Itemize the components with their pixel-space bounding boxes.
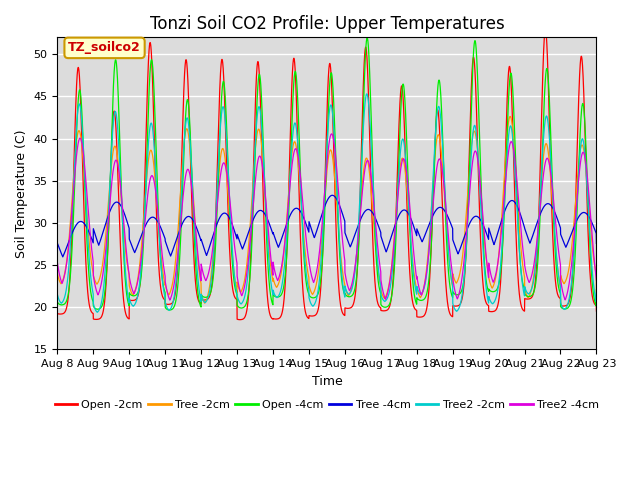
Line: Tree -4cm: Tree -4cm (58, 195, 596, 257)
Tree2 -2cm (389, 260, 397, 266)
Line: Open -2cm: Open -2cm (58, 29, 596, 320)
Open -4cm (204, 294, 212, 300)
Tree2 -2cm (204, 295, 212, 300)
Tree2 -2cm (93, 310, 101, 315)
Tree -2cm (201, 300, 209, 306)
Tree -4cm (541, 202, 549, 208)
Tree -4cm (54, 240, 61, 246)
Tree2 -4cm (169, 287, 177, 293)
X-axis label: Time: Time (312, 374, 342, 387)
Tree -2cm (380, 294, 387, 300)
Tree2 -4cm (204, 272, 212, 277)
Open -2cm (236, 317, 244, 323)
Text: TZ_soilco2: TZ_soilco2 (68, 41, 141, 54)
Tree -2cm (593, 288, 600, 294)
Tree2 -4cm (593, 275, 600, 281)
Tree -4cm (204, 248, 212, 254)
Tree2 -2cm (593, 299, 600, 304)
Tree2 -4cm (541, 159, 549, 165)
Open -4cm (541, 75, 549, 81)
Tree2 -2cm (593, 290, 600, 296)
Tree2 -4cm (389, 252, 397, 257)
Open -4cm (364, 35, 371, 41)
Tree2 -4cm (380, 291, 387, 297)
Tree -2cm (204, 291, 212, 297)
Title: Tonzi Soil CO2 Profile: Upper Temperatures: Tonzi Soil CO2 Profile: Upper Temperatur… (150, 15, 504, 33)
Line: Open -4cm: Open -4cm (58, 38, 596, 310)
Open -2cm (593, 302, 600, 308)
Legend: Open -2cm, Tree -2cm, Open -4cm, Tree -4cm, Tree2 -2cm, Tree2 -4cm: Open -2cm, Tree -2cm, Open -4cm, Tree -4… (51, 396, 604, 414)
Tree -2cm (593, 271, 600, 277)
Tree -2cm (506, 114, 514, 120)
Open -2cm (593, 308, 600, 314)
Line: Tree -2cm: Tree -2cm (58, 117, 596, 303)
Tree -2cm (169, 279, 177, 285)
Line: Tree2 -2cm: Tree2 -2cm (58, 94, 596, 312)
Tree2 -4cm (166, 297, 173, 303)
Tree -4cm (328, 192, 336, 198)
Open -4cm (389, 283, 397, 288)
Tree2 -4cm (54, 260, 61, 265)
Open -2cm (389, 279, 397, 285)
Tree -4cm (593, 240, 600, 246)
Open -2cm (169, 299, 177, 305)
Tree -2cm (54, 271, 61, 277)
Open -2cm (541, 26, 549, 32)
Tree2 -2cm (363, 91, 371, 97)
Tree2 -4cm (328, 131, 335, 137)
Open -2cm (541, 26, 549, 32)
Open -2cm (380, 308, 387, 314)
Tree -2cm (389, 250, 397, 255)
Tree -2cm (541, 142, 549, 147)
Tree2 -4cm (593, 277, 600, 283)
Line: Tree2 -4cm: Tree2 -4cm (58, 134, 596, 300)
Tree2 -2cm (380, 298, 387, 303)
Tree -4cm (593, 230, 600, 236)
Open -4cm (169, 306, 177, 312)
Tree -4cm (169, 247, 177, 252)
Y-axis label: Soil Temperature (C): Soil Temperature (C) (15, 129, 28, 258)
Open -2cm (54, 311, 61, 316)
Tree2 -2cm (54, 292, 61, 298)
Tree2 -2cm (541, 116, 549, 121)
Open -4cm (593, 287, 600, 293)
Tree -4cm (59, 254, 67, 260)
Tree -4cm (389, 228, 397, 234)
Open -4cm (54, 299, 61, 305)
Tree2 -2cm (169, 300, 177, 305)
Open -2cm (204, 296, 212, 302)
Open -4cm (380, 304, 387, 310)
Tree -4cm (380, 241, 387, 247)
Open -4cm (593, 303, 600, 309)
Open -4cm (166, 307, 173, 313)
